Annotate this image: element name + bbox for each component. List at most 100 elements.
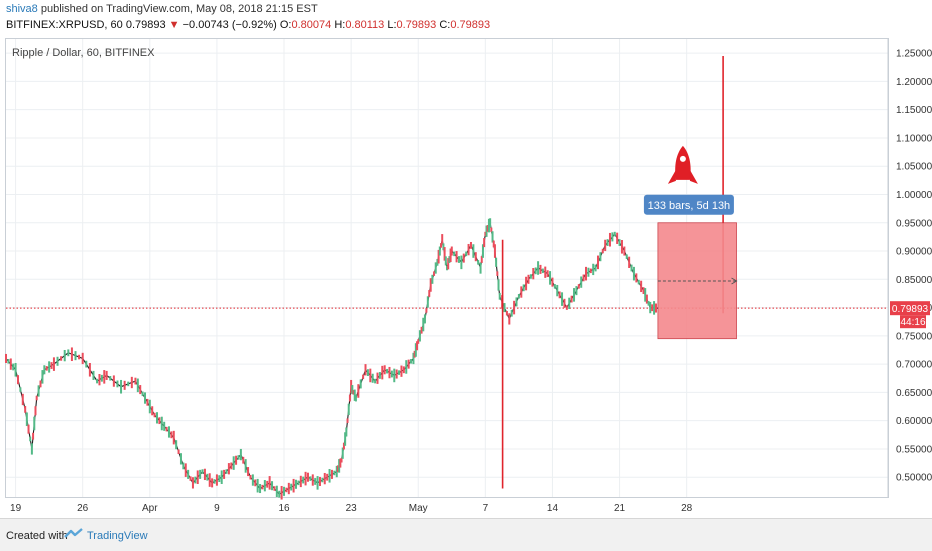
- candle: [580, 276, 583, 288]
- candle: [565, 305, 568, 310]
- tradingview-logo-icon[interactable]: [64, 527, 84, 541]
- candle: [568, 297, 571, 309]
- candle: [491, 231, 494, 243]
- candle: [515, 297, 518, 307]
- candle: [414, 343, 417, 357]
- candle: [625, 254, 628, 259]
- candle: [206, 473, 209, 481]
- candle: [211, 478, 214, 488]
- candle: [297, 480, 300, 486]
- rocket-window: [679, 155, 686, 162]
- price-chart[interactable]: 1.25000 1.20000 1.15000 1.10000 1.05000 1.000…: [0, 0, 932, 518]
- candle: [120, 379, 123, 394]
- candle: [172, 430, 175, 445]
- candle: [254, 479, 257, 487]
- candle: [227, 463, 230, 475]
- candle: [27, 424, 30, 434]
- tradingview-brand[interactable]: TradingView: [87, 530, 148, 542]
- candle: [232, 456, 235, 470]
- candle: [525, 276, 528, 291]
- candle: [561, 292, 564, 306]
- candle: [395, 369, 398, 379]
- x-tick-label: 19: [10, 503, 22, 514]
- candle: [98, 374, 101, 386]
- candle: [484, 231, 487, 237]
- candle: [390, 370, 393, 378]
- candle: [485, 225, 488, 237]
- candle: [103, 370, 106, 384]
- y-tick-label: 0.65000: [896, 388, 932, 399]
- candle: [235, 455, 238, 465]
- candle: [647, 301, 650, 306]
- candle: [338, 459, 341, 473]
- candle: [318, 476, 321, 486]
- candle: [642, 287, 645, 295]
- candle: [492, 240, 495, 248]
- candle: [336, 465, 339, 473]
- candle: [422, 317, 425, 332]
- candle: [587, 267, 590, 277]
- candle: [352, 390, 355, 395]
- candle: [96, 378, 99, 384]
- rocket-fins: [667, 169, 698, 184]
- candle: [437, 249, 440, 264]
- candle: [450, 246, 453, 256]
- candle: [620, 240, 623, 254]
- candle: [446, 265, 448, 271]
- candle: [280, 485, 283, 500]
- last-price: 0.79893: [125, 19, 166, 31]
- candle: [218, 475, 221, 483]
- candle: [43, 365, 46, 375]
- author-link[interactable]: shiva8: [6, 3, 38, 15]
- candle: [130, 376, 133, 389]
- candle: [148, 399, 151, 414]
- candle: [381, 365, 384, 380]
- candle: [249, 474, 252, 480]
- x-tick-label: 16: [278, 503, 290, 514]
- candle: [32, 432, 35, 440]
- chart-title: Ripple / Dollar, 60, BITFINEX: [12, 47, 155, 59]
- candle: [348, 394, 351, 402]
- close-label: C:: [439, 19, 451, 31]
- candle: [529, 274, 532, 279]
- candle: [105, 370, 108, 380]
- countdown-label: 44:16: [900, 317, 925, 328]
- candle: [436, 258, 439, 266]
- candle: [594, 264, 597, 272]
- candle: [141, 391, 144, 397]
- candle: [357, 384, 360, 398]
- candle: [25, 412, 28, 427]
- candle: [92, 370, 95, 380]
- candle: [123, 380, 126, 390]
- y-tick-label: 1.20000: [896, 77, 932, 88]
- candle: [376, 372, 379, 384]
- candle: [522, 284, 525, 292]
- candle: [100, 374, 103, 382]
- candle: [5, 353, 7, 363]
- candle: [339, 458, 342, 468]
- x-tick-label: 14: [547, 503, 559, 514]
- candle: [503, 303, 506, 313]
- candle: [402, 366, 405, 374]
- candle: [486, 225, 489, 232]
- y-tick-label: 0.60000: [896, 416, 932, 427]
- candle: [273, 486, 276, 491]
- candle: [345, 427, 348, 437]
- candle: [287, 482, 290, 495]
- candle: [601, 248, 604, 254]
- candle: [469, 241, 472, 249]
- candle: [443, 247, 446, 261]
- candle: [144, 392, 147, 404]
- candle: [50, 362, 53, 369]
- candle: [292, 478, 295, 493]
- candle: [632, 266, 635, 281]
- candle: [33, 416, 36, 431]
- candle: [34, 406, 37, 416]
- candle: [52, 357, 55, 371]
- candle: [30, 443, 33, 455]
- candle: [366, 369, 369, 376]
- candle: [45, 366, 48, 371]
- candle: [199, 469, 202, 479]
- candle: [56, 356, 59, 366]
- candle: [429, 278, 432, 292]
